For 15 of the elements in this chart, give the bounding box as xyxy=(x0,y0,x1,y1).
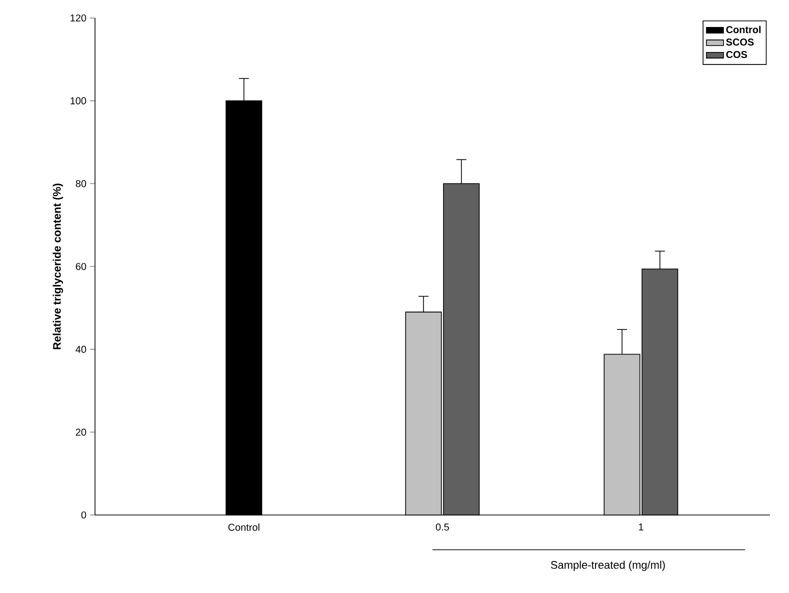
legend-label: COS xyxy=(726,50,748,58)
y-tick-label: 100 xyxy=(70,97,86,104)
y-tick-label: 120 xyxy=(70,14,86,22)
y-axis-title: Relative triglyceride content (%) xyxy=(52,184,64,350)
x-axis-title: Sample-treated (mg/ml) xyxy=(550,560,665,571)
x-tick-label: 1 xyxy=(638,524,644,530)
y-tick-label: 20 xyxy=(76,428,86,436)
legend-label: SCOS xyxy=(726,38,754,46)
x-tick-label: Control xyxy=(228,524,260,531)
y-tick-label: 60 xyxy=(76,262,86,270)
y-tick-label: 0 xyxy=(81,511,86,519)
x-tick-label: 0.5 xyxy=(436,524,449,531)
y-tick-label: 40 xyxy=(76,346,86,353)
legend-label: Control xyxy=(726,26,761,34)
y-tick-label: 80 xyxy=(76,180,86,188)
